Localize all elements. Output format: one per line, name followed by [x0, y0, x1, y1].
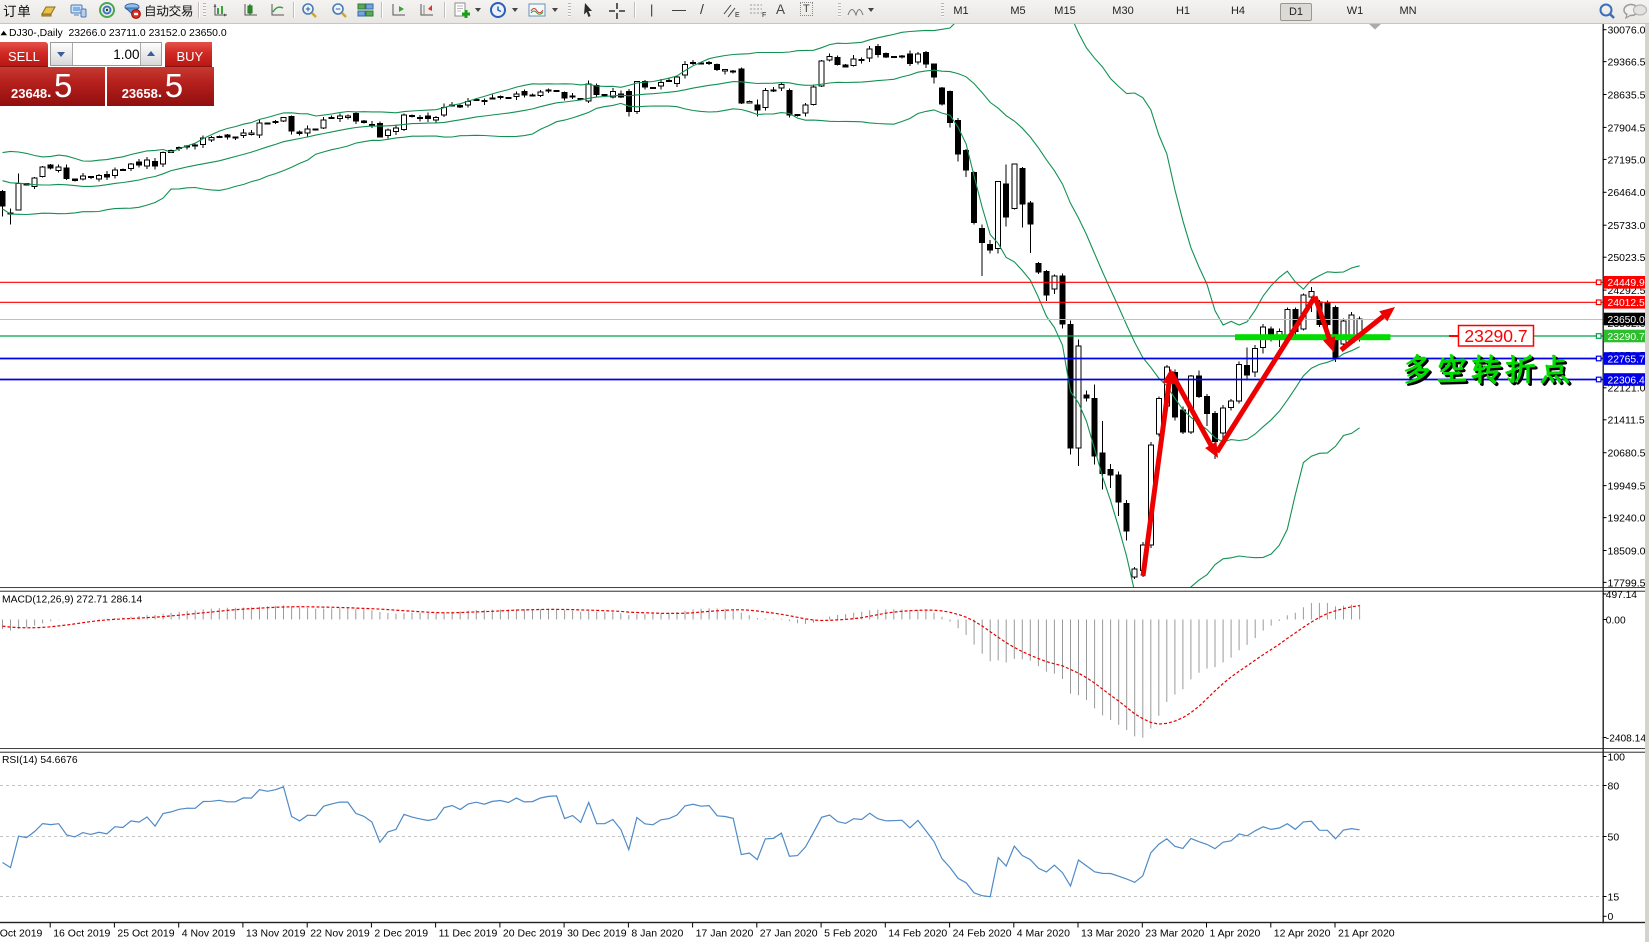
svg-text:5 Feb 2020: 5 Feb 2020 — [824, 928, 877, 940]
svg-text:28635.5: 28635.5 — [1608, 89, 1646, 101]
svg-text:80: 80 — [1608, 780, 1620, 792]
svg-text:16 Oct 2019: 16 Oct 2019 — [53, 928, 110, 940]
svg-text:2 Dec 2019: 2 Dec 2019 — [374, 928, 428, 940]
svg-text:15: 15 — [1608, 891, 1620, 903]
svg-text:RSI(14) 54.6676: RSI(14) 54.6676 — [2, 755, 78, 766]
svg-text:13 Nov 2019: 13 Nov 2019 — [246, 928, 306, 940]
svg-text:19949.5: 19949.5 — [1608, 481, 1646, 493]
svg-text:24449.9: 24449.9 — [1608, 278, 1645, 289]
svg-text:29366.5: 29366.5 — [1608, 57, 1646, 69]
svg-text:25 Oct 2019: 25 Oct 2019 — [117, 928, 174, 940]
svg-text:0: 0 — [1608, 911, 1614, 923]
svg-text:-2408.14: -2408.14 — [1606, 733, 1647, 744]
svg-text:18509.0: 18509.0 — [1608, 545, 1646, 557]
svg-text:19240.0: 19240.0 — [1608, 513, 1646, 525]
svg-text:F: F — [762, 12, 766, 19]
svg-text:12 Apr 2020: 12 Apr 2020 — [1274, 928, 1331, 940]
svg-text:+: + — [305, 4, 310, 14]
svg-text:27904.5: 27904.5 — [1608, 122, 1646, 134]
svg-text:497.14: 497.14 — [1606, 590, 1637, 601]
svg-text:MACD(12,26,9) 272.71 286.14: MACD(12,26,9) 272.71 286.14 — [2, 595, 143, 606]
svg-text:24 Feb 2020: 24 Feb 2020 — [953, 928, 1012, 940]
svg-text:100: 100 — [1608, 751, 1626, 763]
svg-text:E: E — [735, 12, 740, 19]
svg-text:20680.5: 20680.5 — [1608, 448, 1646, 460]
svg-text:26464.0: 26464.0 — [1608, 187, 1646, 199]
svg-text:25023.5: 25023.5 — [1608, 252, 1646, 264]
svg-text:DJ30-,Daily 23266.0 23711.0 2: DJ30-,Daily 23266.0 23711.0 23152.0 2365… — [9, 28, 227, 39]
svg-text:7 Oct 2019: 7 Oct 2019 — [0, 928, 43, 940]
svg-text:50: 50 — [1608, 831, 1620, 843]
svg-text:21 Apr 2020: 21 Apr 2020 — [1338, 928, 1395, 940]
svg-text:22765.7: 22765.7 — [1608, 354, 1645, 365]
svg-text:22 Nov 2019: 22 Nov 2019 — [310, 928, 370, 940]
svg-text:23290.7: 23290.7 — [1608, 332, 1645, 343]
svg-text:4 Mar 2020: 4 Mar 2020 — [1017, 928, 1070, 940]
svg-text:30 Dec 2019: 30 Dec 2019 — [567, 928, 627, 940]
svg-text:23290.7: 23290.7 — [1464, 326, 1527, 346]
svg-text:14 Feb 2020: 14 Feb 2020 — [888, 928, 947, 940]
svg-text:4 Nov 2019: 4 Nov 2019 — [182, 928, 236, 940]
svg-text:23650.0: 23650.0 — [1608, 315, 1645, 326]
svg-text:20 Dec 2019: 20 Dec 2019 — [503, 928, 563, 940]
svg-text:30076.0: 30076.0 — [1608, 25, 1646, 37]
svg-text:0.00: 0.00 — [1606, 615, 1626, 626]
svg-text:−: − — [335, 4, 340, 14]
svg-text:13 Mar 2020: 13 Mar 2020 — [1081, 928, 1140, 940]
svg-text:23 Mar 2020: 23 Mar 2020 — [1145, 928, 1204, 940]
svg-text:24012.5: 24012.5 — [1608, 298, 1645, 309]
svg-text:22306.4: 22306.4 — [1608, 375, 1645, 386]
svg-text:8 Jan 2020: 8 Jan 2020 — [631, 928, 683, 940]
svg-text:17799.5: 17799.5 — [1608, 577, 1646, 589]
svg-text:27195.0: 27195.0 — [1608, 154, 1646, 166]
svg-text:21411.5: 21411.5 — [1608, 415, 1645, 427]
svg-text:1 Apr 2020: 1 Apr 2020 — [1210, 928, 1261, 940]
svg-text:25733.0: 25733.0 — [1608, 220, 1646, 232]
svg-text:17 Jan 2020: 17 Jan 2020 — [696, 928, 754, 940]
svg-text:27 Jan 2020: 27 Jan 2020 — [760, 928, 818, 940]
svg-text:11 Dec 2019: 11 Dec 2019 — [439, 928, 498, 940]
